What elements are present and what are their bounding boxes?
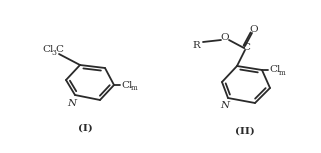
- Text: O: O: [250, 24, 258, 34]
- Text: O: O: [221, 34, 229, 43]
- Text: (II): (II): [235, 127, 255, 136]
- Text: Cl: Cl: [269, 65, 280, 75]
- Text: Cl: Cl: [42, 45, 53, 54]
- Text: C: C: [242, 43, 250, 52]
- Text: R: R: [192, 41, 200, 50]
- Text: 3: 3: [51, 49, 56, 57]
- Text: m: m: [131, 84, 138, 92]
- Text: (I): (I): [78, 123, 92, 132]
- Text: C: C: [55, 45, 63, 54]
- Text: Cl: Cl: [121, 80, 132, 90]
- Text: N: N: [67, 99, 77, 108]
- Text: N: N: [221, 101, 230, 110]
- Text: m: m: [279, 69, 286, 77]
